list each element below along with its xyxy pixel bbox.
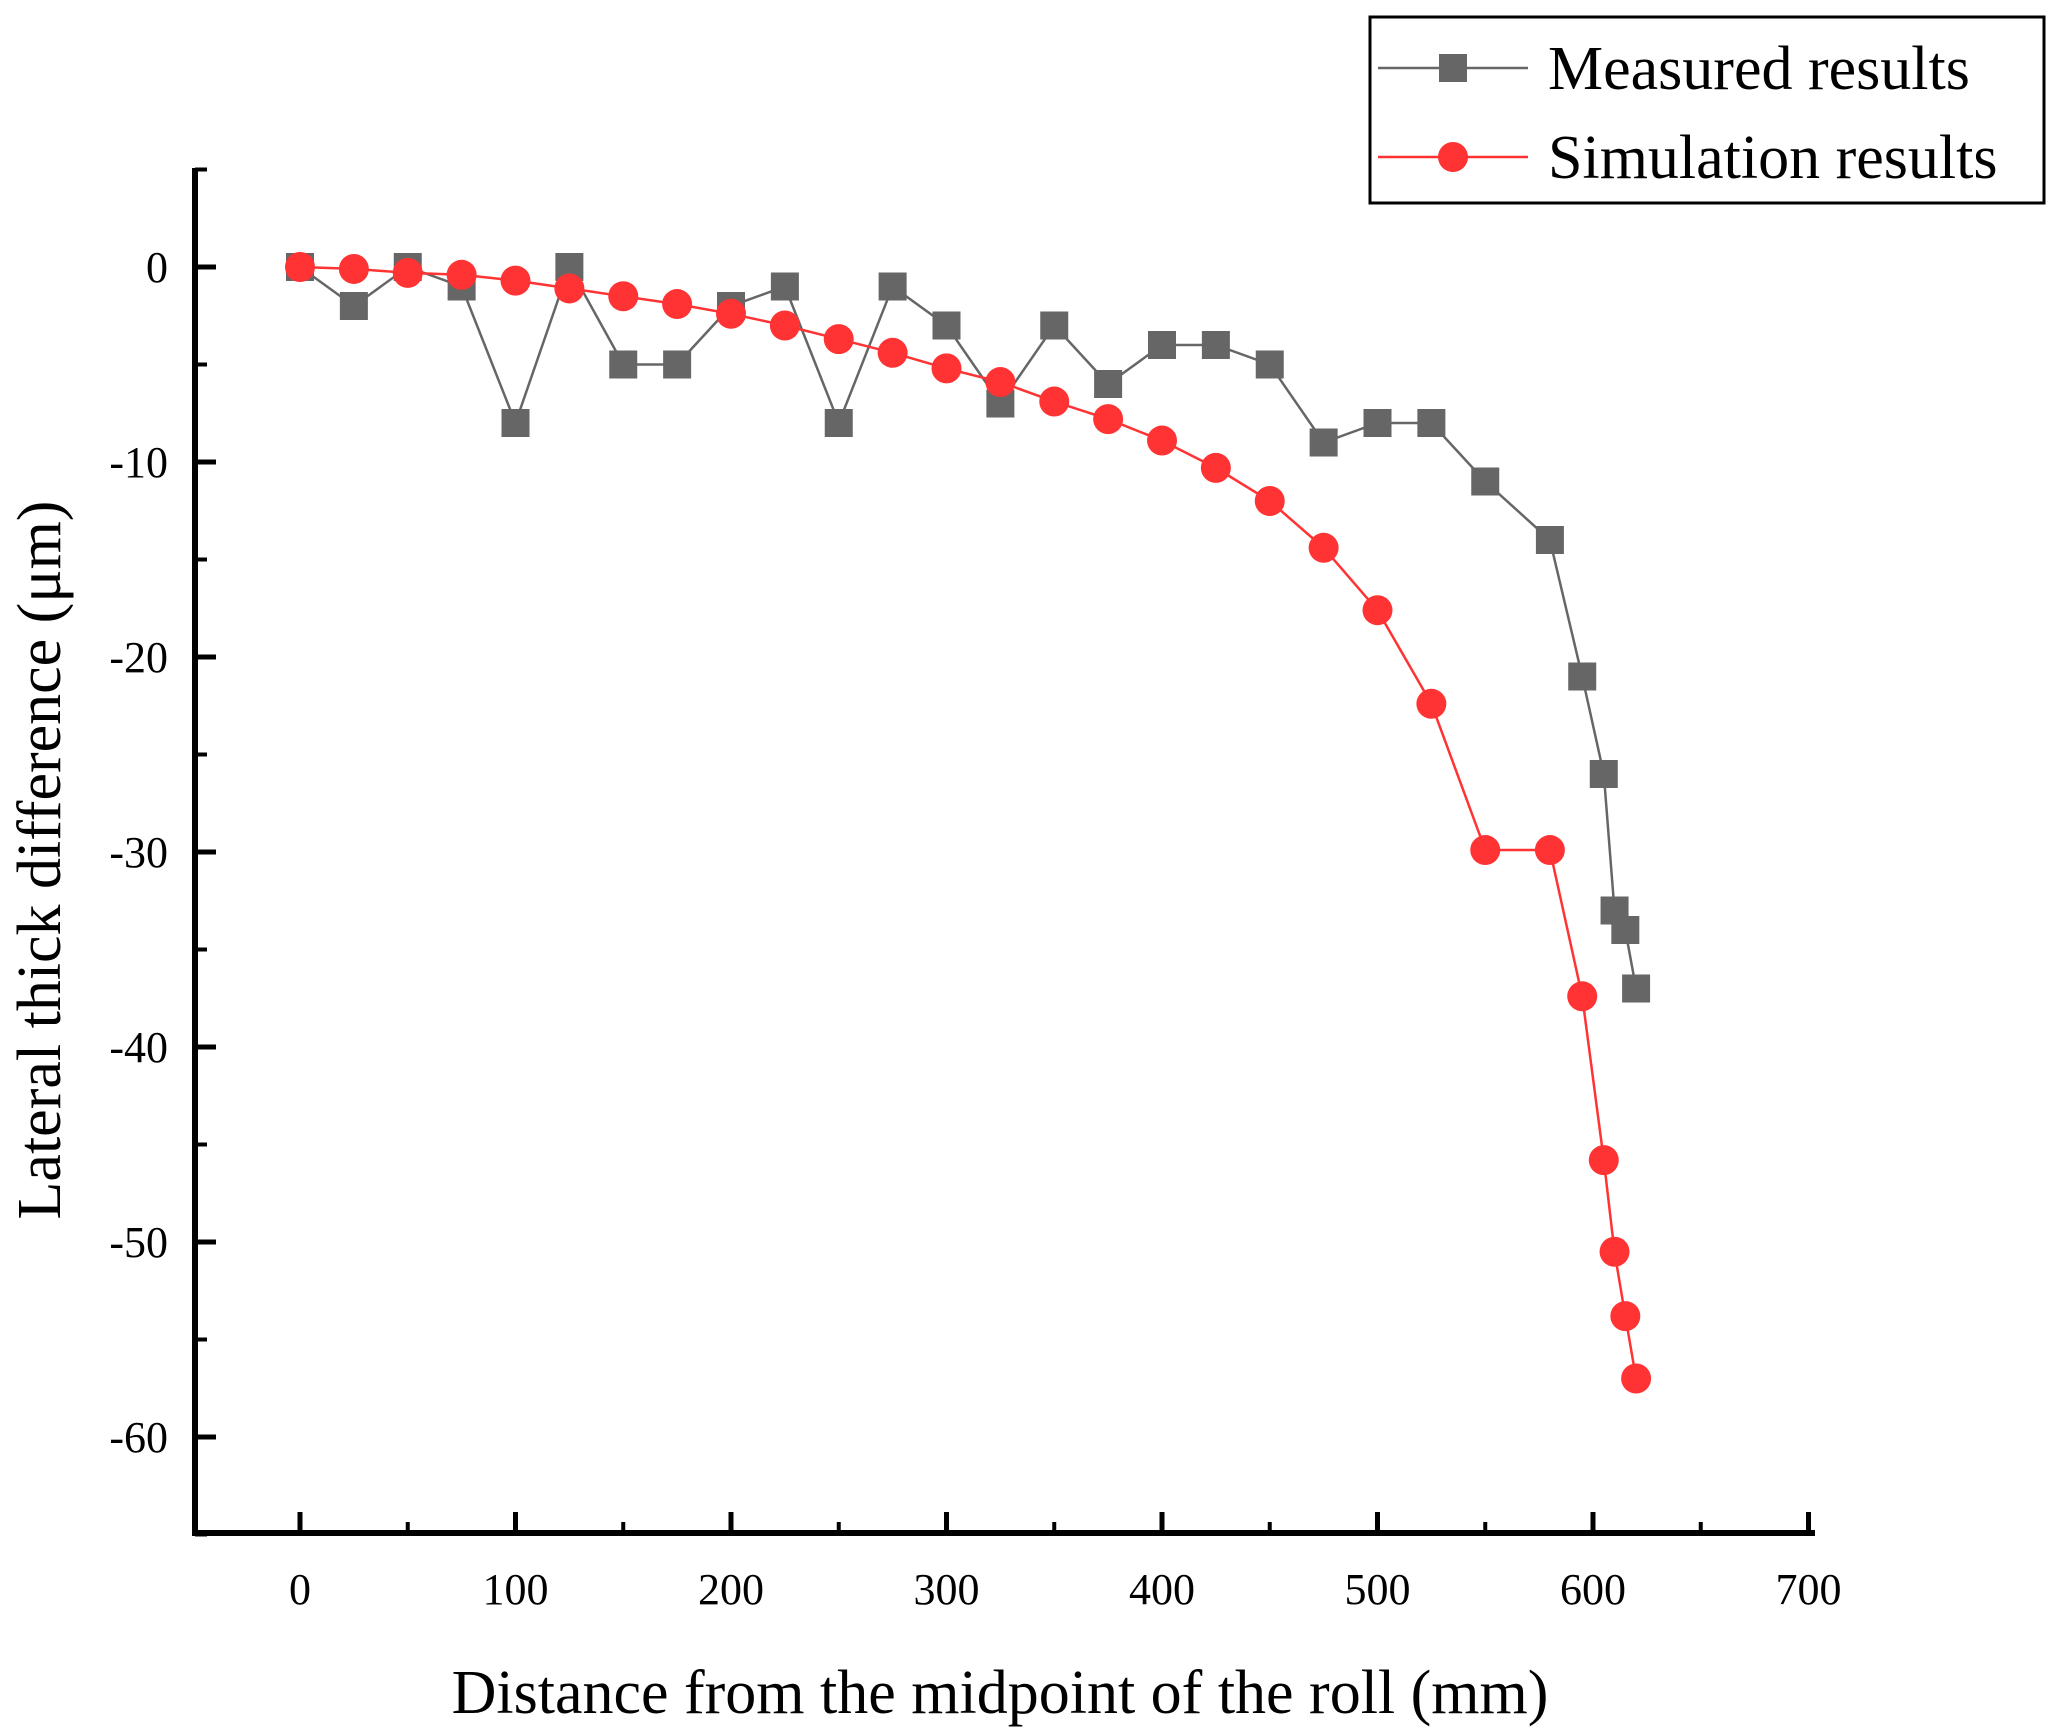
- data-point-measured-results: [1417, 409, 1446, 437]
- data-point-simulation-results: [554, 273, 585, 304]
- data-point-simulation-results: [716, 298, 746, 329]
- legend: Measured results Simulation results: [1368, 15, 2046, 205]
- data-point-simulation-results: [1254, 486, 1285, 516]
- data-point-simulation-results: [392, 257, 423, 288]
- y-tick-label: -20: [109, 633, 168, 682]
- data-point-simulation-results: [285, 252, 315, 282]
- data-point-measured-results: [1568, 662, 1597, 691]
- x-tick-label: 600: [1560, 1565, 1626, 1614]
- y-tick-label: -50: [109, 1218, 168, 1267]
- legend-label-measured: Measured results: [1548, 35, 1970, 103]
- data-point-simulation-results: [500, 265, 531, 296]
- y-tick-label: 0: [146, 243, 168, 292]
- data-point-measured-results: [1094, 370, 1123, 398]
- x-ticks: 0 100 200 300 400 500 600 700: [289, 1512, 1842, 1614]
- data-point-measured-results: [663, 350, 692, 379]
- data-point-simulation-results: [877, 337, 908, 368]
- y-tick-label: -60: [109, 1413, 168, 1462]
- data-point-simulation-results: [985, 367, 1016, 398]
- y-tick-label: -40: [109, 1023, 168, 1072]
- data-point-simulation-results: [662, 289, 693, 320]
- data-point-simulation-results: [1200, 452, 1231, 483]
- data-point-simulation-results: [1610, 1301, 1641, 1332]
- data-point-simulation-results: [1470, 835, 1501, 866]
- data-point-simulation-results: [1416, 688, 1447, 719]
- data-point-measured-results: [1309, 428, 1338, 457]
- data-point-measured-results: [770, 272, 799, 301]
- data-point-simulation-results: [1621, 1363, 1652, 1394]
- data-point-measured-results: [1148, 331, 1176, 359]
- series-layer: [285, 252, 1652, 1394]
- legend-label-simulation: Simulation results: [1548, 124, 1998, 192]
- x-tick-label: 400: [1129, 1565, 1195, 1614]
- x-axis-title: Distance from the midpoint of the roll (…: [452, 1659, 1549, 1727]
- data-point-measured-results: [609, 350, 638, 379]
- data-point-simulation-results: [1039, 386, 1070, 417]
- data-point-measured-results: [1255, 350, 1284, 379]
- data-point-simulation-results: [1534, 835, 1565, 866]
- data-point-simulation-results: [1362, 595, 1393, 626]
- data-point-simulation-results: [823, 324, 854, 355]
- data-point-simulation-results: [446, 259, 477, 290]
- data-point-measured-results: [1535, 526, 1564, 554]
- data-point-measured-results: [1622, 974, 1651, 1003]
- data-point-measured-results: [1611, 916, 1640, 944]
- data-point-measured-results: [932, 311, 961, 340]
- data-point-measured-results: [1471, 467, 1500, 496]
- data-point-simulation-results: [1599, 1236, 1630, 1267]
- legend-box: [1368, 15, 2046, 205]
- legend-marker-measured: [1439, 54, 1467, 82]
- data-point-simulation-results: [1308, 532, 1339, 563]
- data-point-measured-results: [1589, 760, 1618, 788]
- y-ticks: 0 -10 -20 -30 -40 -50 -60: [109, 167, 216, 1537]
- legend-marker-simulation: [1438, 142, 1468, 172]
- x-tick-label: 200: [698, 1565, 764, 1614]
- data-point-measured-results: [339, 292, 368, 320]
- y-tick-label: -30: [109, 828, 168, 877]
- data-point-simulation-results: [608, 281, 639, 312]
- data-point-measured-results: [824, 409, 853, 437]
- data-point-measured-results: [501, 409, 530, 437]
- x-tick-label: 0: [289, 1565, 311, 1614]
- x-tick-label: 500: [1345, 1565, 1411, 1614]
- x-tick-label: 100: [483, 1565, 549, 1614]
- x-tick-label: 700: [1776, 1565, 1842, 1614]
- data-point-measured-results: [1201, 331, 1230, 359]
- data-point-simulation-results: [1588, 1145, 1619, 1176]
- data-point-measured-results: [1363, 409, 1392, 437]
- y-tick-label: -10: [109, 438, 168, 487]
- data-point-simulation-results: [1093, 404, 1124, 435]
- data-point-simulation-results: [338, 253, 369, 284]
- data-point-simulation-results: [1567, 981, 1598, 1012]
- y-axis-title: Lateral thick difference (μm): [6, 501, 74, 1220]
- data-point-simulation-results: [931, 353, 962, 384]
- data-point-simulation-results: [769, 310, 800, 341]
- data-point-measured-results: [878, 272, 907, 301]
- data-point-simulation-results: [1147, 425, 1177, 456]
- data-point-measured-results: [1040, 311, 1069, 340]
- x-tick-label: 300: [914, 1565, 980, 1614]
- series-line-measured-results: [299, 263, 1638, 989]
